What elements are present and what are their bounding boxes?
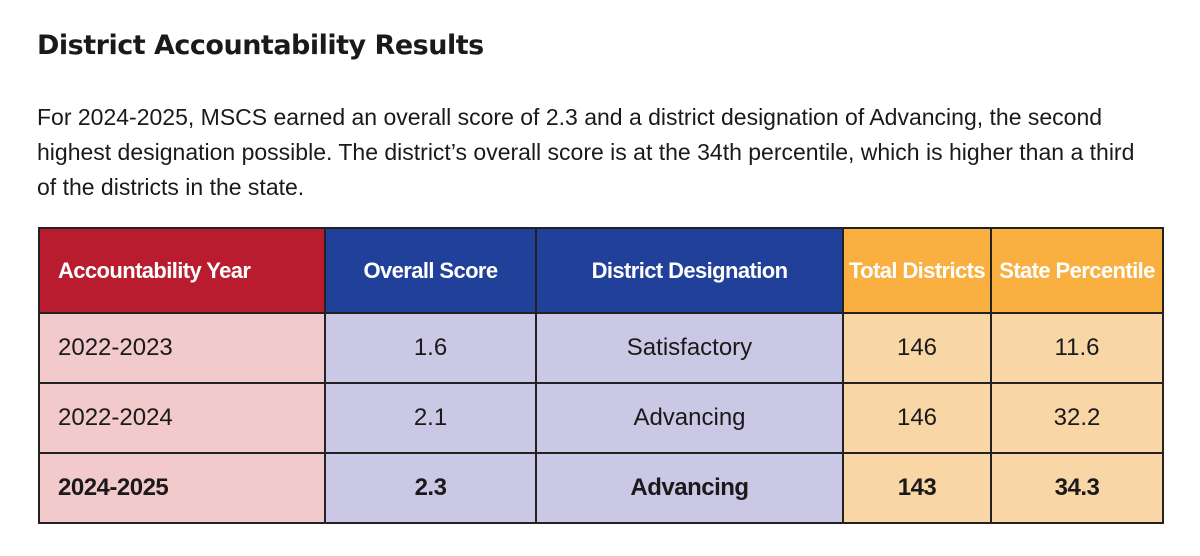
header-district-designation: District Designation bbox=[535, 227, 844, 314]
cell-percentile: 34.3 bbox=[990, 452, 1164, 524]
section-title: District Accountability Results bbox=[37, 30, 484, 61]
cell-score: 2.3 bbox=[324, 452, 537, 524]
intro-paragraph: For 2024-2025, MSCS earned an overall sc… bbox=[37, 104, 1135, 200]
cell-score: 2.1 bbox=[324, 382, 537, 454]
table-header-row: Accountability Year Overall Score Distri… bbox=[38, 227, 1164, 314]
header-overall-score: Overall Score bbox=[324, 227, 537, 314]
cell-year: 2024-2025 bbox=[38, 452, 326, 524]
cell-total-districts: 143 bbox=[842, 452, 992, 524]
cell-total-districts: 146 bbox=[842, 312, 992, 384]
table-row: 2022-2023 1.6 Satisfactory 146 11.6 bbox=[38, 312, 1164, 384]
cell-designation: Advancing bbox=[535, 382, 844, 454]
cell-year: 2022-2024 bbox=[38, 382, 326, 454]
cell-percentile: 11.6 bbox=[990, 312, 1164, 384]
cell-year: 2022-2023 bbox=[38, 312, 326, 384]
cell-designation: Satisfactory bbox=[535, 312, 844, 384]
cell-score: 1.6 bbox=[324, 312, 537, 384]
header-state-percentile: State Percentile bbox=[990, 227, 1164, 314]
table-row-current: 2024-2025 2.3 Advancing 143 34.3 bbox=[38, 452, 1164, 524]
cell-percentile: 32.2 bbox=[990, 382, 1164, 454]
table-row: 2022-2024 2.1 Advancing 146 32.2 bbox=[38, 382, 1164, 454]
header-total-districts: Total Districts bbox=[842, 227, 992, 314]
header-accountability-year: Accountability Year bbox=[38, 227, 326, 314]
accountability-table: Accountability Year Overall Score Distri… bbox=[38, 227, 1164, 524]
cell-total-districts: 146 bbox=[842, 382, 992, 454]
cell-designation: Advancing bbox=[535, 452, 844, 524]
